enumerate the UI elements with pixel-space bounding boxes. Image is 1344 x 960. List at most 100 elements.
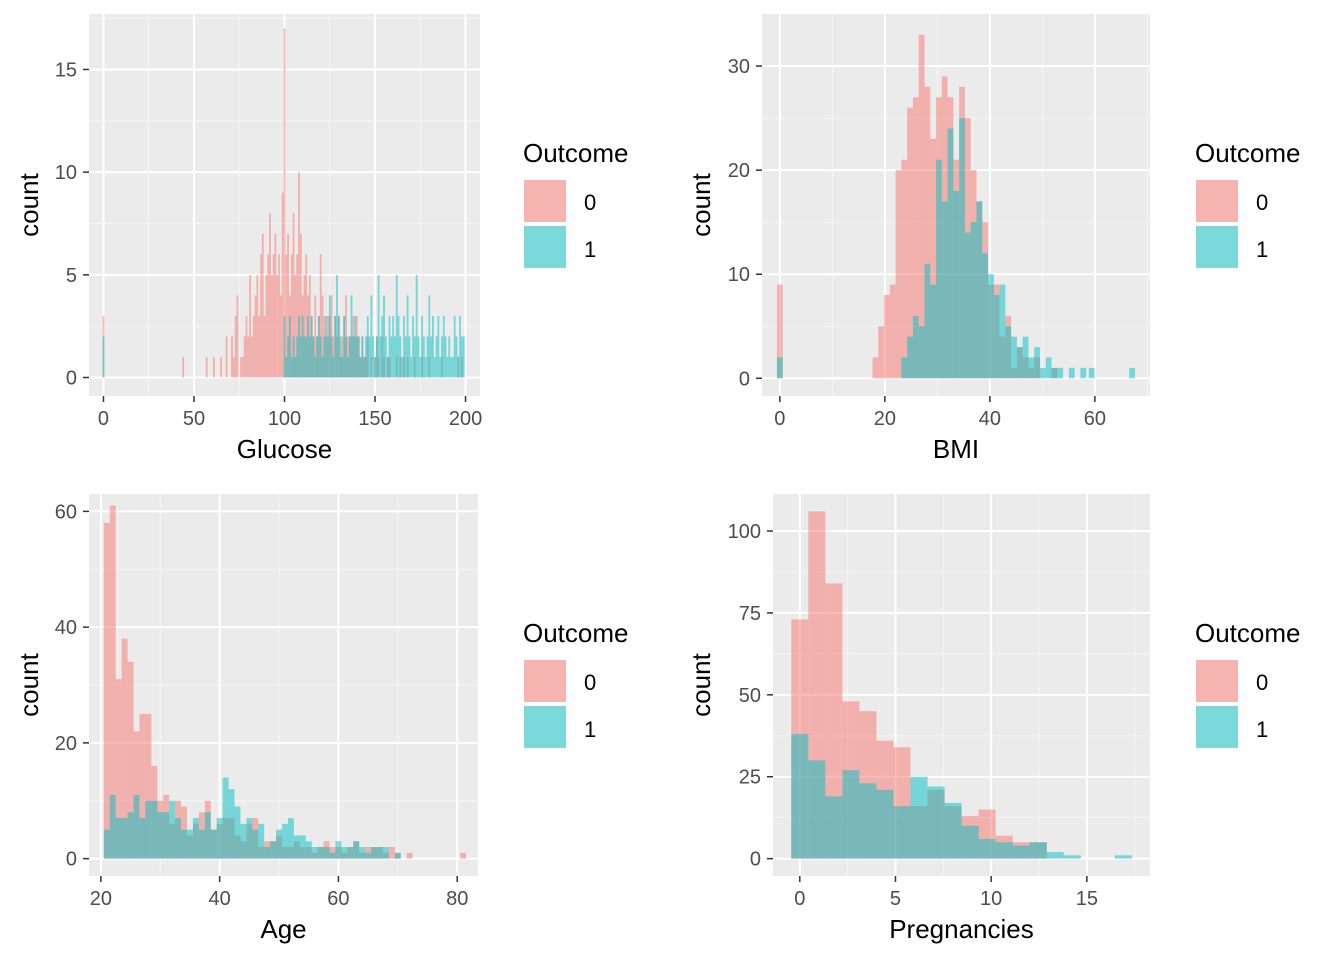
- bar-outcome-0: [225, 336, 228, 378]
- bar-outcome-1: [1129, 367, 1136, 379]
- bar-outcome-1: [121, 818, 128, 859]
- bar-outcome-1: [363, 356, 366, 378]
- bar-outcome-0: [260, 254, 262, 378]
- bar-outcome-1: [323, 336, 326, 378]
- bar-outcome-0: [232, 356, 235, 378]
- bar-outcome-0: [261, 233, 264, 378]
- bar-outcome-1: [395, 274, 398, 378]
- y-tick-label: 10: [728, 264, 750, 286]
- bar-outcome-1: [808, 760, 826, 859]
- bar-outcome-1: [337, 315, 340, 378]
- bar-outcome-1: [1028, 357, 1035, 379]
- bar-outcome-1: [348, 336, 351, 378]
- bar-outcome-1: [1011, 336, 1017, 379]
- bar-outcome-1: [927, 786, 945, 859]
- bar-outcome-1: [1057, 367, 1064, 379]
- bar-outcome-0: [263, 315, 266, 378]
- bar-outcome-1: [421, 315, 423, 378]
- bar-outcome-0: [292, 213, 295, 378]
- bar-outcome-1: [1068, 367, 1075, 379]
- bar-outcome-1: [370, 295, 373, 378]
- bar-outcome-1: [404, 336, 407, 378]
- y-tick-label: 0: [66, 368, 77, 390]
- bar-outcome-1: [341, 847, 348, 859]
- bar-outcome-0: [825, 583, 843, 859]
- y-tick-label: 40: [55, 617, 77, 639]
- bar-outcome-1: [328, 295, 331, 378]
- legend-label-0: 0: [1256, 670, 1269, 695]
- bar-outcome-1: [350, 295, 353, 378]
- bar-outcome-1: [394, 336, 396, 378]
- bar-outcome-0: [243, 336, 246, 378]
- bar-outcome-0: [265, 274, 268, 378]
- bar-outcome-1: [293, 835, 300, 859]
- y-tick-label: 75: [739, 603, 761, 625]
- bar-outcome-0: [274, 233, 277, 378]
- bar-outcome-1: [1088, 367, 1095, 379]
- bar-outcome-1: [964, 232, 971, 379]
- bar-outcome-1: [222, 777, 229, 859]
- bar-outcome-1: [382, 847, 389, 859]
- bar-outcome-1: [453, 315, 456, 378]
- bar-outcome-0: [182, 356, 185, 378]
- bar-outcome-1: [455, 336, 458, 378]
- legend-label-1: 1: [584, 717, 597, 742]
- pregnancies-histogram-panel: 0 5 10 15 0 25 50 75 100 Pregnancies count Outcome…: [672, 480, 1344, 960]
- bar-outcome-1: [270, 841, 277, 859]
- bar-outcome-0: [212, 356, 215, 378]
- bar-outcome-0: [308, 274, 311, 378]
- bar-outcome-1: [433, 356, 436, 378]
- x-tick-label: 200: [449, 408, 482, 430]
- bar-outcome-0: [776, 284, 783, 379]
- legend-title: Outcome: [1195, 618, 1301, 648]
- bar-outcome-1: [1063, 855, 1081, 859]
- bar-outcome-1: [976, 201, 983, 379]
- y-axis-title: count: [686, 172, 716, 236]
- bar-outcome-1: [930, 284, 937, 379]
- y-axis-title: count: [14, 172, 44, 236]
- bar-outcome-1: [145, 800, 152, 859]
- bar-outcome-1: [181, 829, 187, 859]
- bar-outcome-0: [279, 295, 282, 378]
- bar-outcome-1: [970, 222, 977, 379]
- bar-outcome-1: [410, 356, 413, 378]
- bar-outcome-1: [1029, 842, 1047, 859]
- bar-outcome-0: [912, 97, 919, 379]
- bar-outcome-1: [366, 315, 369, 378]
- bar-outcome-1: [103, 829, 110, 859]
- x-tick-label: 0: [98, 408, 109, 430]
- bar-outcome-1: [234, 806, 241, 859]
- bar-outcome-1: [258, 823, 265, 859]
- bar-outcome-1: [978, 838, 996, 859]
- legend-key-0: [1196, 180, 1238, 222]
- bmi-histogram-panel: 0 20 40 60 0 10 20 30 BMI count Outcome 0 1: [672, 0, 1344, 480]
- bar-outcome-0: [267, 254, 270, 378]
- bar-outcome-1: [403, 315, 405, 378]
- bar-outcome-1: [307, 315, 309, 378]
- bar-outcome-1: [417, 336, 420, 378]
- bar-outcome-0: [115, 679, 122, 859]
- y-tick-label: 5: [66, 265, 77, 287]
- bar-outcome-1: [365, 852, 372, 859]
- y-tick-label: 0: [66, 849, 77, 871]
- legend-key-fill: [1196, 226, 1238, 268]
- y-tick-label: 30: [728, 56, 750, 78]
- y-tick-label: 50: [739, 685, 761, 707]
- bar-outcome-1: [444, 336, 447, 378]
- bar-outcome-1: [359, 847, 366, 859]
- legend-label-0: 0: [584, 190, 597, 215]
- bar-outcome-0: [294, 274, 297, 378]
- bar-outcome-1: [406, 295, 409, 378]
- y-tick-label: 100: [728, 521, 761, 543]
- bar-outcome-0: [258, 315, 261, 378]
- bar-outcome-1: [439, 356, 442, 378]
- bar-outcome-1: [317, 847, 324, 859]
- bar-outcome-0: [895, 170, 902, 379]
- glucose-histogram-panel: 0 50 100 150 200 0 5 10 15 Glucose count Outcome 0…: [0, 0, 672, 480]
- bar-outcome-1: [999, 284, 1006, 379]
- bar-outcome-0: [272, 254, 275, 378]
- bar-outcome-0: [231, 336, 233, 378]
- legend-key-1: [524, 706, 566, 748]
- bar-outcome-1: [335, 841, 342, 859]
- y-tick-label: 20: [55, 733, 77, 755]
